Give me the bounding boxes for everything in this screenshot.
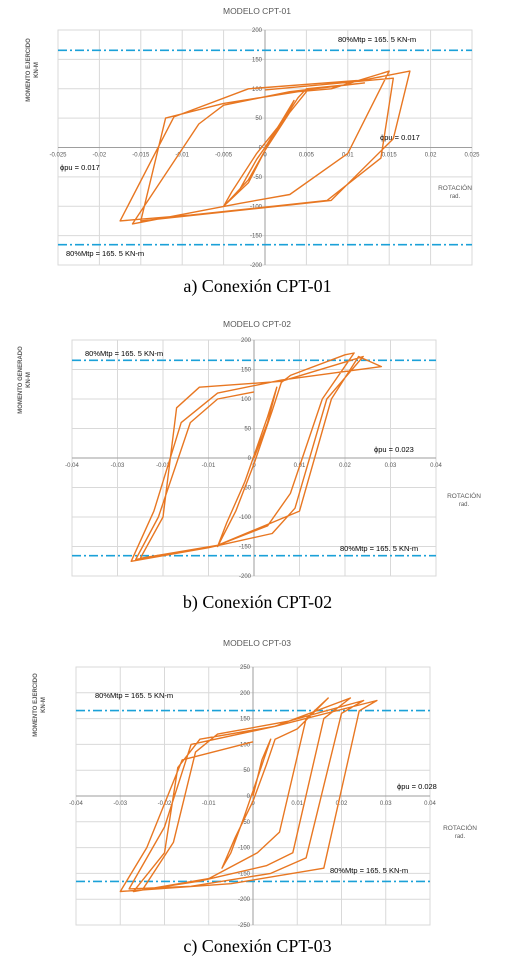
phi-label: ϕpu = 0.023	[374, 445, 414, 454]
x-tick-label: -0.01	[202, 801, 216, 807]
x-tick-label: 0.04	[430, 463, 442, 469]
chart-panel-cpt-03: -0.04 -0.03 -0.02 -0.01 0 0.01 0.02 0.03 0.04 -25…	[0, 632, 515, 965]
y-tick-label: -100	[239, 515, 252, 521]
x-tick-label: -0.025	[49, 153, 67, 159]
y-tick-label: 150	[252, 57, 263, 63]
x-tick-label: 0.02	[339, 463, 351, 469]
x-axis-label-line2: rad.	[459, 502, 470, 508]
ref-label-top: 80%Mtp = 165. 5 KN-m	[85, 349, 163, 358]
y-axis-label-line2: KN-M	[26, 372, 32, 388]
y-tick-label: -50	[241, 820, 250, 826]
x-tick-label: 0.005	[299, 153, 315, 159]
x-tick-label: 0.015	[382, 153, 398, 159]
x-tick-label: 0.03	[385, 463, 397, 469]
x-tick-label: -0.005	[215, 153, 233, 159]
y-tick-label: 100	[240, 742, 251, 748]
y-tick-label: 0	[248, 456, 252, 462]
x-axis-label-line2: rad.	[450, 194, 461, 200]
x-tick-label: 0	[263, 153, 267, 159]
y-tick-label: 0	[247, 794, 251, 800]
y-tick-label: 200	[252, 28, 263, 34]
x-axis-label-line1: ROTACIÓN	[438, 183, 472, 192]
y-tick-label: -50	[242, 486, 251, 492]
x-tick-label: -0.04	[69, 801, 83, 807]
y-axis-label-line1: MOMENTO EJERCIDO	[26, 38, 32, 102]
y-tick-label: 50	[255, 116, 262, 122]
y-tick-label: -150	[238, 871, 251, 877]
y-axis-label: MOMENTO EJERCIDO KN-M	[33, 673, 47, 737]
y-tick-label: -250	[238, 923, 251, 928]
y-axis-label-line2: KN-M	[41, 697, 47, 713]
caption-cpt-02: b) Conexión CPT-02	[182, 592, 333, 612]
caption-cpt-03: c) Conexión CPT-03	[183, 936, 332, 956]
x-axis-label-line1: ROTACIÓN	[447, 491, 481, 500]
x-tick-label: -0.01	[202, 463, 216, 469]
chart-panel-cpt-01: -0.025 -0.02 -0.015 -0.01 -0.005 0 0.005 0.01 0.…	[0, 0, 515, 300]
x-tick-label: -0.015	[132, 153, 150, 159]
phi-label: ϕpu = 0.028	[397, 782, 437, 791]
ref-label-top: 80%Mtp = 165. 5 KN-m	[338, 35, 416, 44]
phi-label: ϕpu = 0.017	[60, 163, 100, 172]
chart-cpt-01: -0.025 -0.02 -0.015 -0.01 -0.005 0 0.005 0.01 0.…	[26, 6, 480, 269]
y-tick-label: 50	[244, 427, 251, 433]
chart-title: MODELO CPT-03	[223, 638, 291, 648]
y-tick-label: 100	[252, 87, 263, 93]
y-tick-label: -150	[250, 234, 263, 240]
y-tick-label: 150	[241, 368, 252, 374]
y-tick-label: -200	[250, 263, 263, 269]
chart-cpt-02: -0.04 -0.03 -0.02 -0.01 0 0.01 0.02 0.03 0.04-20…	[18, 319, 481, 580]
x-tick-label: 0.02	[336, 801, 348, 807]
x-tick-label: 0	[251, 801, 255, 807]
y-tick-label: 150	[240, 717, 251, 723]
x-tick-label: 0.03	[380, 801, 392, 807]
y-tick-label: -100	[250, 204, 263, 210]
x-tick-label: 0.01	[342, 153, 354, 159]
ref-label-bottom: 80%Mtp = 165. 5 KN-m	[340, 544, 418, 553]
hysteresis-curve	[119, 697, 378, 893]
x-axis-label-line1: ROTACIÓN	[443, 823, 477, 832]
x-tick-label: -0.02	[93, 153, 107, 159]
y-tick-label: 250	[240, 665, 251, 671]
y-axis-label: MOMENTO GENERADO KN-M	[18, 346, 32, 414]
ref-label-bottom: 80%Mtp = 165. 5 KN-m	[330, 866, 408, 875]
x-tick-label: 0.01	[291, 801, 303, 807]
y-axis-label-line2: KN-M	[34, 62, 40, 78]
chart-title: MODELO CPT-01	[223, 6, 291, 16]
x-tick-label: 0.04	[424, 801, 436, 807]
x-tick-label: -0.03	[111, 463, 125, 469]
y-tick-label: -200	[239, 574, 252, 580]
hysteresis-curve	[119, 70, 411, 225]
x-axis-label-line2: rad.	[455, 834, 466, 840]
y-axis-label-line1: MOMENTO EJERCIDO	[33, 673, 39, 737]
y-tick-label: 200	[241, 338, 252, 344]
x-tick-label: 0	[252, 463, 256, 469]
y-tick-label: -150	[239, 545, 252, 551]
y-tick-label: 200	[240, 691, 251, 697]
y-tick-label: -50	[253, 175, 262, 181]
y-tick-label: -200	[238, 897, 251, 903]
hysteresis-curve	[130, 352, 383, 562]
x-tick-label: -0.01	[175, 153, 189, 159]
ref-label-bottom: 80%Mtp = 165. 5 KN-m	[66, 249, 144, 258]
chart-title: MODELO CPT-02	[223, 319, 291, 329]
x-tick-label: -0.02	[156, 463, 170, 469]
x-tick-label: 0.02	[425, 153, 437, 159]
y-axis-label: MOMENTO EJERCIDO KN-M	[26, 38, 40, 102]
x-tick-label: -0.04	[65, 463, 79, 469]
x-tick-label: -0.03	[113, 801, 127, 807]
y-tick-label: 50	[243, 768, 250, 774]
ref-label-top: 80%Mtp = 165. 5 KN-m	[95, 691, 173, 700]
y-tick-label: 100	[241, 397, 252, 403]
y-tick-label: -100	[238, 846, 251, 852]
caption-cpt-01: a) Conexión CPT-01	[183, 276, 332, 296]
chart-cpt-03: -0.04 -0.03 -0.02 -0.01 0 0.01 0.02 0.03 0.04-25…	[33, 638, 477, 928]
x-tick-label: 0.025	[464, 153, 480, 159]
chart-panel-cpt-02: -0.04 -0.03 -0.02 -0.01 0 0.01 0.02 0.03 0.04 -20…	[0, 312, 515, 622]
phi-label: ϕpu = 0.017	[380, 133, 420, 142]
y-axis-label-line1: MOMENTO GENERADO	[18, 346, 24, 414]
